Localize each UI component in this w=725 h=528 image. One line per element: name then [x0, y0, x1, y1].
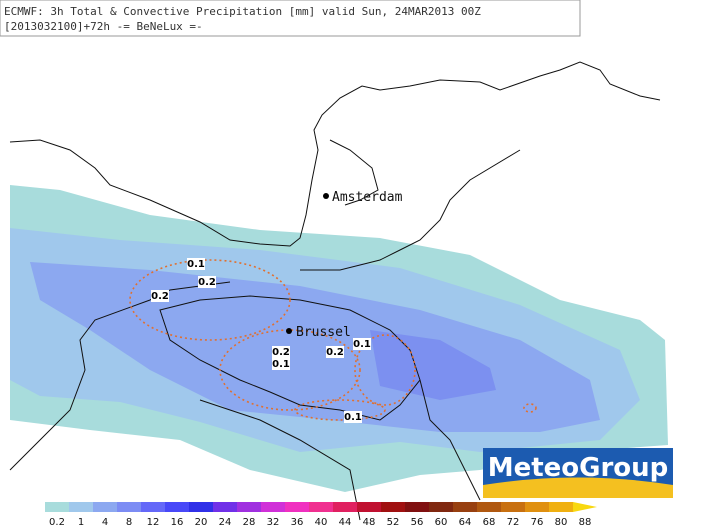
- coastline: [9, 281, 231, 471]
- contour-line: [294, 399, 386, 421]
- header-subtitle: [2013032100]+72h -= BeNeLux =-: [4, 20, 203, 33]
- contour-label-bg: [344, 411, 362, 423]
- contour-label-bg: [151, 290, 169, 302]
- legend-swatch: [117, 502, 141, 512]
- contour-label: 0.1: [272, 359, 290, 370]
- legend-tick-label: 72: [507, 517, 520, 528]
- contour-label-bg: [198, 276, 216, 288]
- contour-label-bg: [187, 258, 205, 270]
- legend-tick-label: 12: [147, 517, 160, 528]
- legend-swatch: [549, 502, 573, 512]
- legend-swatch: [237, 502, 261, 512]
- legend-tick-label: 8: [126, 517, 132, 528]
- legend-tick-label: 64: [459, 517, 472, 528]
- coastlines: [9, 61, 661, 521]
- legend-tick-label: 32: [267, 517, 280, 528]
- city-dot: [323, 193, 329, 199]
- legend-swatch: [213, 502, 237, 512]
- contour-label-bg: [326, 346, 344, 358]
- contour-label: 0.1: [344, 412, 362, 423]
- legend-tick-label: 4: [102, 517, 108, 528]
- contours: [129, 259, 537, 421]
- legend-swatch: [261, 502, 285, 512]
- legend-tick-label: 80: [555, 517, 568, 528]
- legend-tick-label: 24: [219, 517, 232, 528]
- city-label: Amsterdam: [332, 190, 403, 205]
- legend-swatch: [141, 502, 165, 512]
- border: [159, 295, 421, 421]
- legend: 0.2 1 4 8 12 16 20 24 28 32 36 40 44 48 52 56 60 64 68 72 76…: [45, 502, 597, 528]
- legend-swatch: [429, 502, 453, 512]
- contour-label-bg: [353, 338, 371, 350]
- legend-tick-label: 88: [579, 517, 592, 528]
- header-box: [0, 0, 581, 37]
- logo-swoosh: [483, 477, 673, 498]
- legend-tick-label: 28: [243, 517, 256, 528]
- legend-tick-label: 44: [339, 517, 352, 528]
- logo-text: MeteoGroup: [488, 453, 669, 483]
- contour-labels: 0.10.20.20.20.10.20.10.1: [151, 258, 371, 423]
- border: [300, 149, 521, 271]
- legend-swatch: [165, 502, 189, 512]
- legend-tick-label: 16: [171, 517, 184, 528]
- legend-tick-label: 48: [363, 517, 376, 528]
- legend-swatch: [357, 502, 381, 512]
- contour-label: 0.2: [198, 277, 216, 288]
- contour-label-bg: [272, 358, 290, 370]
- legend-swatch: [333, 502, 357, 512]
- city-dot: [286, 328, 292, 334]
- contour-label: 0.2: [151, 291, 169, 302]
- legend-tick-label: 20: [195, 517, 208, 528]
- legend-swatch: [285, 502, 309, 512]
- legend-swatch: [381, 502, 405, 512]
- contour-label-bg: [272, 346, 290, 358]
- precipitation-field: [10, 185, 668, 492]
- legend-swatch: [501, 502, 525, 512]
- border: [199, 399, 361, 521]
- legend-swatch: [189, 502, 213, 512]
- precip-area: [370, 330, 496, 400]
- legend-swatch: [69, 502, 93, 512]
- contour-line: [523, 403, 537, 413]
- contour-line: [129, 259, 291, 341]
- legend-arrow: [573, 502, 597, 512]
- coastline: [329, 139, 379, 206]
- legend-swatch: [93, 502, 117, 512]
- legend-tick-label: 52: [387, 517, 400, 528]
- legend-tick-label: 36: [291, 517, 304, 528]
- legend-swatch: [477, 502, 501, 512]
- legend-swatch: [525, 502, 549, 512]
- contour-label: 0.2: [326, 347, 344, 358]
- contour-label: 0.2: [272, 347, 290, 358]
- legend-tick-label: 68: [483, 517, 496, 528]
- header-title: ECMWF: 3h Total & Convective Precipitati…: [4, 5, 481, 18]
- legend-swatch: [309, 502, 333, 512]
- legend-tick-label: 76: [531, 517, 544, 528]
- legend-swatch: [45, 502, 69, 512]
- coastline: [9, 61, 661, 247]
- legend-tick-label: 1: [78, 517, 84, 528]
- legend-swatch: [405, 502, 429, 512]
- city-label: Brussel: [296, 325, 351, 340]
- contour-line: [354, 334, 416, 406]
- border: [419, 379, 481, 501]
- contour-label: 0.1: [353, 339, 371, 350]
- contour-line: [219, 329, 361, 411]
- legend-tick-label: 40: [315, 517, 328, 528]
- legend-tick-label: 56: [411, 517, 424, 528]
- contour-label: 0.1: [187, 259, 205, 270]
- legend-tick-label: 0.2: [49, 517, 65, 528]
- legend-tick-label: 60: [435, 517, 448, 528]
- legend-swatch: [453, 502, 477, 512]
